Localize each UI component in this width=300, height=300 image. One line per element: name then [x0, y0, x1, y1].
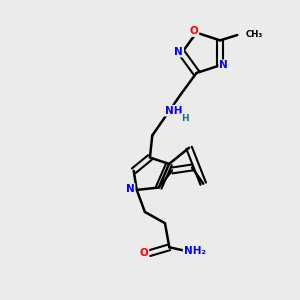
Text: N: N [219, 60, 228, 70]
Text: O: O [140, 248, 148, 258]
Text: NH₂: NH₂ [184, 245, 206, 256]
Text: NH: NH [165, 106, 182, 116]
Text: H: H [181, 114, 188, 123]
Text: CH₃: CH₃ [246, 30, 263, 39]
Text: N: N [126, 184, 135, 194]
Text: N: N [175, 47, 183, 57]
Text: O: O [190, 26, 199, 36]
